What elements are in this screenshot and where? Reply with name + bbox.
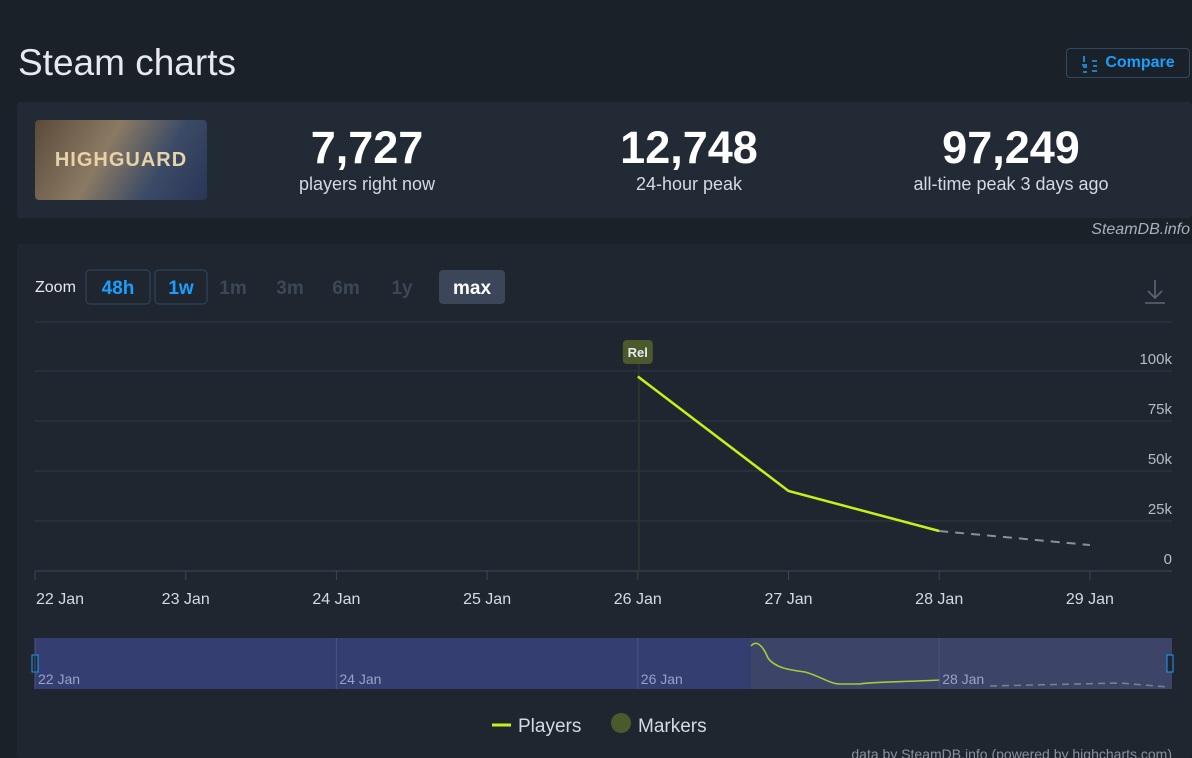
compare-label: Compare: [1105, 54, 1175, 71]
y-tick-label: 25k: [1148, 501, 1173, 518]
x-tick-label: 26 Jan: [614, 591, 662, 608]
navigator-forecast: [989, 682, 1169, 688]
zoom-label: Zoom: [35, 279, 76, 296]
stat-value: 97,249: [942, 122, 1080, 173]
marker-band: [637, 364, 640, 571]
watermark: SteamDB.info: [1091, 221, 1190, 238]
navigator-line: [750, 642, 941, 685]
zoom-button-label: 1y: [391, 278, 413, 299]
zoom-button-label: 6m: [332, 278, 359, 299]
download-icon[interactable]: [1145, 280, 1165, 304]
y-tick-label: 75k: [1148, 401, 1173, 418]
forecast-line: [939, 530, 1090, 546]
legend-swatch: [611, 713, 631, 733]
credit: data by SteamDB.info (powered by highcha…: [851, 746, 1172, 758]
x-tick-label: 23 Jan: [162, 591, 210, 608]
marker: [622, 340, 653, 364]
zoom-button[interactable]: [85, 269, 151, 305]
stat: 12,748 24-hour peak: [539, 122, 839, 195]
stat-label: players right now: [298, 174, 436, 194]
navigator-label: 26 Jan: [641, 671, 683, 687]
zoom-button-label: 1m: [219, 278, 246, 299]
stat-value: 12,748: [620, 122, 758, 173]
x-tick-label: 28 Jan: [915, 591, 963, 608]
x-tick-label: 24 Jan: [312, 591, 360, 608]
zoom-button-label: 1w: [168, 278, 194, 299]
zoom-button[interactable]: [439, 270, 505, 304]
zoom-button[interactable]: [154, 269, 208, 305]
y-tick-label: 50k: [1148, 451, 1173, 468]
y-tick-label: 0: [1164, 551, 1172, 568]
zoom-button-label: 48h: [102, 278, 135, 299]
marker-label: Rel: [628, 345, 648, 360]
legend-label: Markers: [638, 716, 707, 737]
stat-label: 24-hour peak: [635, 174, 743, 194]
navigator-label: 24 Jan: [339, 671, 381, 687]
stat: 97,249 all-time peak 3 days ago: [861, 122, 1161, 195]
navigator-shade: [751, 638, 1172, 689]
x-tick-label: 27 Jan: [764, 591, 812, 608]
x-tick-label: 29 Jan: [1066, 591, 1114, 608]
stat: 7,727 players right now: [217, 122, 517, 195]
y-tick-label: 100k: [1139, 351, 1172, 368]
stats-panel: HIGHGUARD 7,727 players right now 12,748 2…: [17, 102, 1192, 218]
stat-value: 7,727: [310, 122, 424, 173]
x-tick-label: 25 Jan: [463, 591, 511, 608]
compare-icon: [1082, 56, 1098, 73]
page-title: Steam charts: [18, 42, 236, 83]
x-tick-label: 22 Jan: [36, 591, 84, 608]
stat-label: all-time peak 3 days ago: [913, 174, 1109, 194]
navigator-label: 22 Jan: [38, 671, 80, 687]
legend-label: Players: [518, 716, 581, 737]
zoom-button-label: 3m: [276, 278, 303, 299]
series-line: [637, 375, 940, 533]
zoom-button-label: max: [453, 278, 491, 299]
navigator-label: 28 Jan: [942, 671, 984, 687]
navigator-handle[interactable]: [1166, 654, 1174, 673]
compare-button[interactable]: Compare: [1066, 48, 1190, 78]
game-logo: HIGHGUARD: [35, 120, 207, 200]
